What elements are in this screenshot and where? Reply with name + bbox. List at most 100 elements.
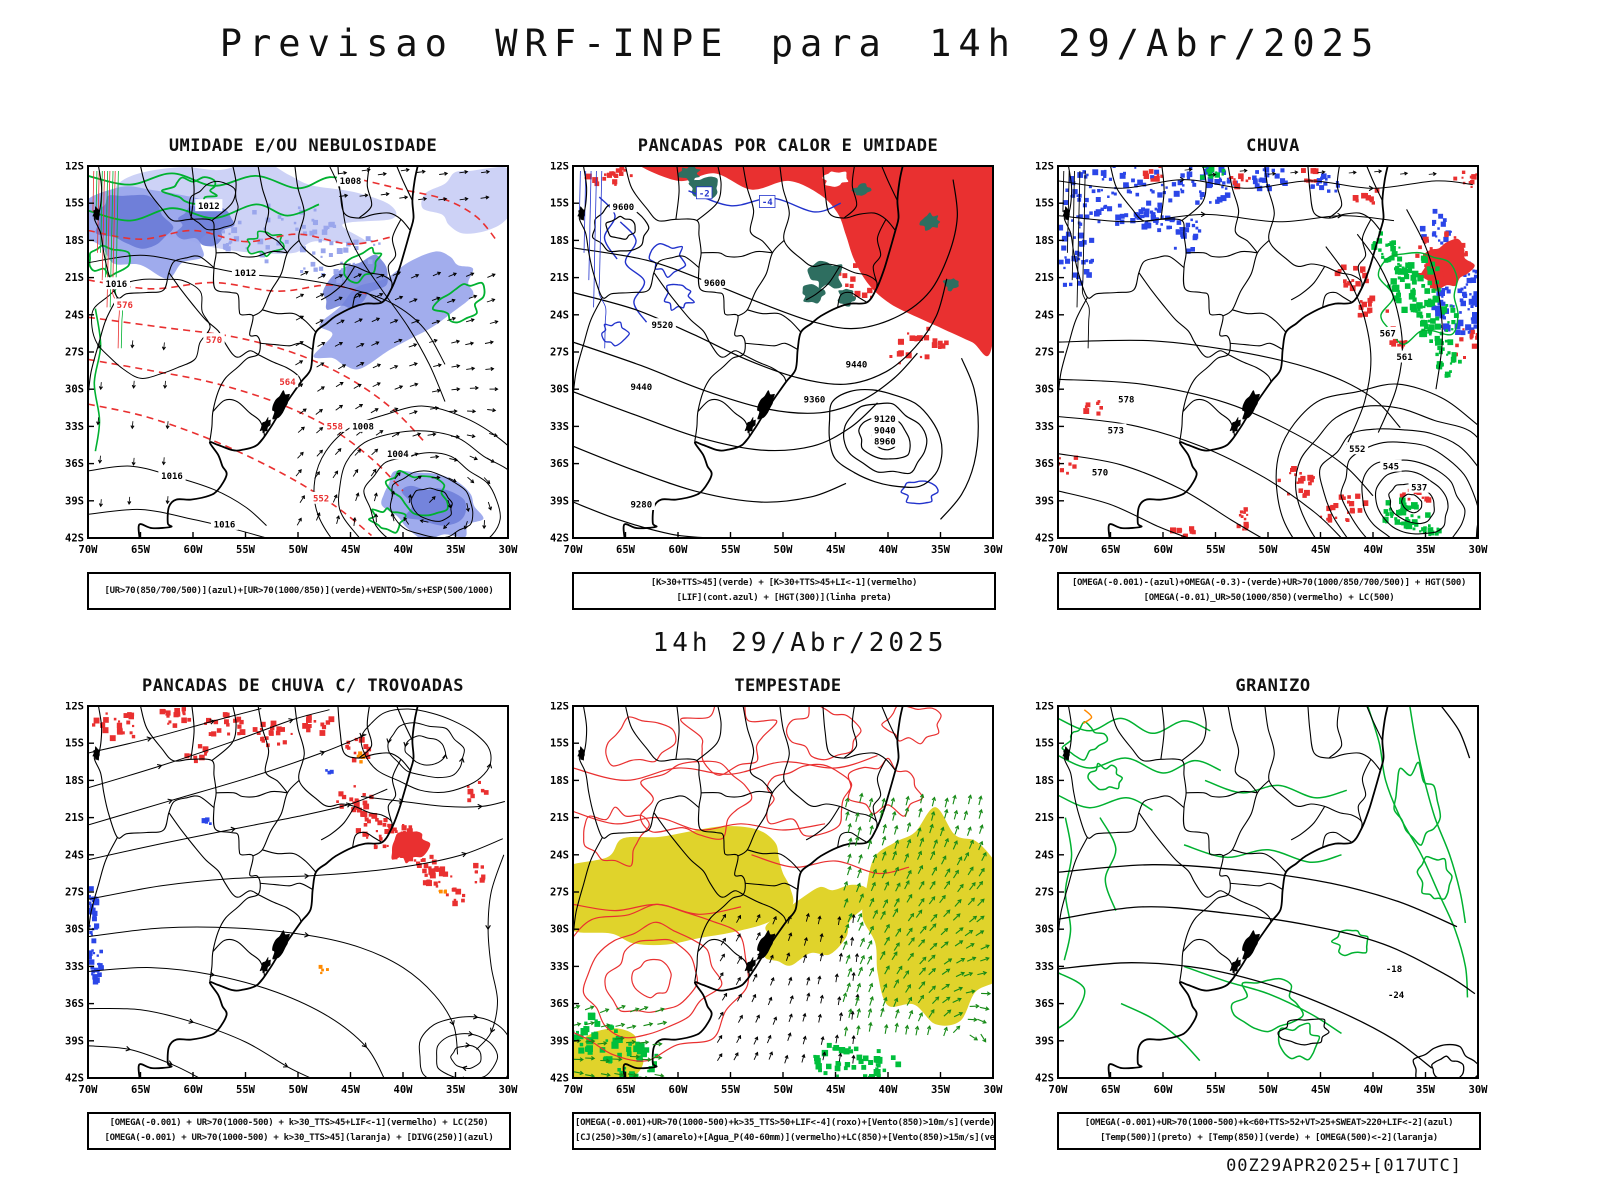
svg-text:21S: 21S (65, 272, 84, 284)
panel-granizo: GRANIZO -18 -24 12S 15S 18S 21S 24S 27S 30S 33S 36… (1028, 676, 1488, 1150)
svg-text:39S: 39S (1035, 495, 1054, 507)
svg-text:40W: 40W (394, 1084, 414, 1096)
svg-text:570: 570 (206, 336, 222, 346)
svg-text:15S: 15S (65, 198, 84, 210)
svg-text:42S: 42S (1035, 533, 1054, 545)
page-title: Previsao WRF-INPE para 14h 29/Abr/2025 (219, 22, 1381, 65)
svg-text:27S: 27S (1035, 347, 1054, 359)
caption-line: [OMEGA(-0.001) + UR>70(1000-500) + k>30_… (104, 1133, 494, 1143)
svg-text:18S: 18S (65, 235, 84, 247)
svg-text:33S: 33S (65, 961, 84, 973)
svg-text:70W: 70W (79, 544, 99, 556)
svg-text:35W: 35W (446, 544, 466, 556)
svg-text:65W: 65W (131, 544, 151, 556)
svg-text:42S: 42S (65, 533, 84, 545)
svg-text:36S: 36S (550, 458, 569, 470)
caption-trovoadas: [OMEGA(-0.001) + UR>70(1000-500) + k>30_… (87, 1112, 511, 1150)
svg-text:9600: 9600 (613, 203, 635, 213)
caption-chuva: [OMEGA(-0.001)-(azul)+OMEGA(-0.3)-(verde… (1057, 572, 1481, 610)
panel-title-trovoadas: PANCADAS DE CHUVA C/ TROVOADAS (141, 676, 465, 696)
svg-text:55W: 55W (721, 544, 741, 556)
svg-text:21S: 21S (1035, 272, 1054, 284)
panel-trovoadas: PANCADAS DE CHUVA C/ TROVOADAS 12S 15S 18S… (58, 676, 518, 1150)
svg-text:30W: 30W (499, 544, 518, 556)
caption-line: [OMEGA(-0.01)_UR>50(1000/850)(vermelho) … (1143, 593, 1395, 603)
svg-text:18S: 18S (550, 775, 569, 787)
svg-text:70W: 70W (564, 1084, 584, 1096)
svg-text:1008: 1008 (340, 177, 362, 187)
svg-text:50W: 50W (774, 544, 794, 556)
svg-text:65W: 65W (131, 1084, 151, 1096)
svg-text:42S: 42S (550, 1073, 569, 1085)
svg-text:558: 558 (327, 423, 343, 433)
svg-text:65W: 65W (616, 544, 636, 556)
svg-text:39S: 39S (1035, 1035, 1054, 1047)
svg-text:12S: 12S (550, 702, 569, 713)
caption-line: [K>30+TTS>45](verde) + [K>30+TTS>45+LI<-… (650, 578, 918, 588)
svg-text:60W: 60W (669, 1084, 689, 1096)
svg-text:18S: 18S (1035, 775, 1054, 787)
svg-text:18S: 18S (550, 235, 569, 247)
svg-text:45W: 45W (341, 1084, 361, 1096)
svg-text:65W: 65W (1101, 544, 1121, 556)
svg-text:35W: 35W (1416, 1084, 1436, 1096)
svg-text:60W: 60W (1154, 1084, 1174, 1096)
svg-text:27S: 27S (550, 887, 569, 899)
svg-text:40W: 40W (1364, 1084, 1384, 1096)
svg-text:36S: 36S (550, 998, 569, 1010)
svg-text:45W: 45W (826, 1084, 846, 1096)
svg-text:30S: 30S (550, 924, 569, 936)
svg-text:35W: 35W (931, 544, 951, 556)
caption-line: [UR>70(850/700/500)](azul)+[UR>70(1000/8… (104, 585, 494, 596)
svg-text:21S: 21S (1035, 812, 1054, 824)
svg-text:12S: 12S (65, 702, 84, 713)
caption-line: [CJ(250)>30m/s](amarelo)+[Agua_P(40-60mm… (575, 1133, 996, 1143)
svg-text:9120: 9120 (874, 415, 896, 425)
svg-text:30W: 30W (984, 1084, 1003, 1096)
caption-tempestade: [OMEGA(-0.001)+UR>70(1000-500)+k>35_TTS>… (572, 1112, 996, 1150)
svg-text:45W: 45W (1311, 544, 1331, 556)
svg-text:42S: 42S (65, 1073, 84, 1085)
svg-text:9440: 9440 (630, 383, 652, 393)
svg-text:18S: 18S (65, 775, 84, 787)
svg-text:15S: 15S (1035, 738, 1054, 750)
svg-text:8960: 8960 (874, 438, 896, 448)
svg-text:12S: 12S (550, 162, 569, 173)
svg-text:24S: 24S (550, 849, 569, 861)
svg-text:1012: 1012 (198, 202, 220, 212)
caption-line: [OMEGA(-0.001)-(azul)+OMEGA(-0.3)-(verde… (1071, 578, 1467, 588)
svg-text:21S: 21S (65, 812, 84, 824)
svg-text:35W: 35W (1416, 544, 1436, 556)
svg-text:39S: 39S (65, 1035, 84, 1047)
svg-text:70W: 70W (564, 544, 584, 556)
svg-text:30S: 30S (65, 924, 84, 936)
svg-text:30W: 30W (1469, 1084, 1488, 1096)
svg-text:9440: 9440 (846, 361, 868, 371)
svg-text:40W: 40W (394, 544, 414, 556)
panel-row-bottom: PANCADAS DE CHUVA C/ TROVOADAS 12S 15S 18S… (58, 676, 1488, 1150)
svg-text:60W: 60W (184, 544, 204, 556)
svg-text:35W: 35W (446, 1084, 466, 1096)
svg-text:55W: 55W (1206, 1084, 1226, 1096)
caption-line: [Temp(500)](preto) + [Temp(850)](verde) … (1100, 1133, 1438, 1143)
svg-text:15S: 15S (550, 198, 569, 210)
map-umidade: 1008 1012 1016 1012 1016 1016 1008 1004 576 570 56… (58, 162, 518, 562)
svg-text:1012: 1012 (235, 269, 257, 279)
panel-chuva: CHUVA 578 573 570 567 561 552 545 537 12S 15S 18S 2… (1028, 136, 1488, 610)
svg-text:30W: 30W (499, 1084, 518, 1096)
svg-text:33S: 33S (65, 421, 84, 433)
panel-title-chuva: CHUVA (1246, 136, 1300, 156)
svg-text:9600: 9600 (704, 279, 726, 289)
svg-text:15S: 15S (550, 738, 569, 750)
svg-text:40W: 40W (879, 544, 899, 556)
svg-text:18S: 18S (1035, 235, 1054, 247)
svg-text:12S: 12S (1035, 162, 1054, 173)
svg-text:578: 578 (1118, 395, 1134, 405)
svg-text:573: 573 (1108, 426, 1124, 436)
panel-title-pancadas-calor: PANCADAS POR CALOR E UMIDADE (637, 136, 939, 156)
svg-text:33S: 33S (550, 421, 569, 433)
svg-text:30S: 30S (1035, 384, 1054, 396)
caption-line: [OMEGA(-0.001)+UR>70(1000-500)+k<60+TTS>… (1084, 1118, 1454, 1128)
svg-text:50W: 50W (1259, 544, 1279, 556)
run-timestamp: 00Z29APR2025+[017UTC] (1226, 1156, 1462, 1176)
